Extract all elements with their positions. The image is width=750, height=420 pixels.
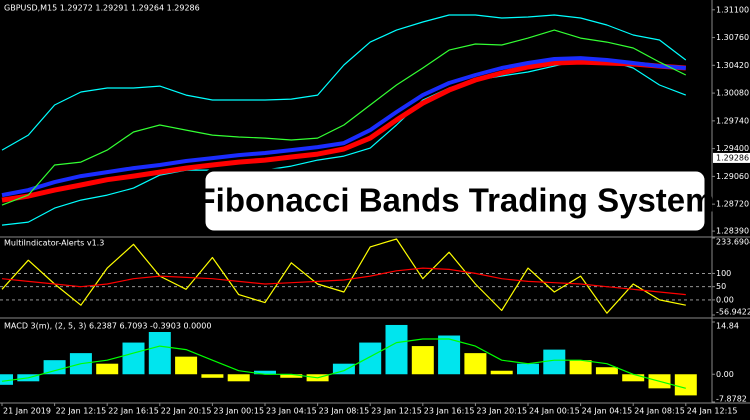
x-tick-label: 24 Jan 04:15: [582, 407, 633, 416]
histogram-bar: [595, 367, 618, 375]
x-tick-label: 22 Jan 16:15: [108, 407, 159, 416]
x-tick-label: 22 Jan 20:15: [161, 407, 212, 416]
x-tick-label: 24 Jan 12:15: [687, 407, 738, 416]
y-tick-label: 100: [716, 269, 731, 278]
current-price-label: 1.29286: [716, 153, 749, 162]
x-tick-label: 21 Jan 2019: [3, 407, 51, 416]
histogram-bar: [227, 374, 250, 382]
overlay: Fibonacci Bands Trading System GBPUSD,M1…: [1, 4, 750, 416]
y-tick-label: 1.30760: [716, 33, 749, 42]
histogram-bar: [280, 374, 303, 378]
series-line: [1, 56, 686, 198]
histogram-bar: [122, 342, 145, 375]
histogram-bar: [385, 324, 408, 375]
series-line: [1, 338, 686, 389]
y-tick-label: 1.30080: [716, 89, 749, 98]
series-line: [1, 238, 686, 314]
histogram-bar: [569, 360, 592, 375]
x-tick-label: 23 Jan 12:15: [371, 407, 422, 416]
y-tick-label: 1.28720: [716, 200, 749, 209]
histogram-bar: [201, 374, 224, 378]
histogram-bar: [43, 360, 66, 375]
y-tick-label: 1.28390: [716, 227, 749, 236]
y-tick-label: 0.00: [716, 370, 734, 379]
plot-area: [0, 14, 712, 396]
histogram-bar: [438, 335, 461, 375]
histogram-bar: [464, 353, 487, 375]
series-line: [1, 267, 686, 296]
x-tick-label: 23 Jan 16:15: [424, 407, 475, 416]
x-tick-label: 23 Jan 00:15: [213, 407, 264, 416]
y-tick-label: 1.31100: [716, 5, 749, 14]
histogram-bar: [0, 374, 13, 385]
histogram-bar: [622, 374, 645, 382]
histogram-bar: [490, 370, 513, 375]
y-tick-label: 1.30420: [716, 61, 749, 70]
histogram-bar: [175, 356, 198, 375]
y-tick-label: 14.84: [716, 322, 739, 331]
histogram-bar: [517, 363, 539, 375]
panel-title: MultiIndicator-Alerts v1.3: [4, 239, 104, 248]
histogram-bar: [332, 363, 355, 375]
histogram-bar: [543, 349, 566, 375]
chart-title: GBPUSD,M15 1.29272 1.29291 1.29264 1.292…: [4, 4, 200, 13]
x-tick-label: 23 Jan 20:15: [476, 407, 527, 416]
x-tick-label: 24 Jan 08:15: [634, 407, 685, 416]
x-tick-label: 23 Jan 08:15: [319, 407, 370, 416]
y-tick-label: 1.29400: [716, 144, 749, 153]
series-line: [1, 14, 687, 151]
y-tick-label: 1.29060: [716, 172, 749, 181]
y-tick-label: -7.8782: [716, 395, 747, 404]
y-tick-label: 0.00: [716, 295, 734, 304]
y-tick-label: 1.29740: [716, 116, 749, 125]
histogram-bar: [411, 346, 434, 375]
current-price-box: [713, 152, 750, 163]
histogram-bar: [96, 363, 119, 375]
histogram-bar: [674, 374, 697, 396]
series-line: [1, 29, 687, 206]
panel-title: MACD 3(m), (2, 5, 3) 6.2387 6.7093 -0.39…: [4, 322, 211, 331]
y-tick-label: -56.9422: [716, 308, 750, 317]
histogram-bar: [254, 370, 276, 375]
x-tick-label: 24 Jan 00:15: [529, 407, 580, 416]
histogram-bar: [148, 332, 171, 375]
y-tick-label: 233.6904: [716, 238, 750, 247]
x-tick-label: 23 Jan 04:15: [266, 407, 317, 416]
annotation: Fibonacci Bands Trading System: [196, 182, 715, 219]
annotation-box: [202, 168, 708, 234]
histogram-bar: [359, 342, 382, 375]
x-tick-label: 22 Jan 12:15: [56, 407, 107, 416]
series-line: [1, 59, 686, 203]
y-tick-label: 50: [716, 282, 726, 291]
